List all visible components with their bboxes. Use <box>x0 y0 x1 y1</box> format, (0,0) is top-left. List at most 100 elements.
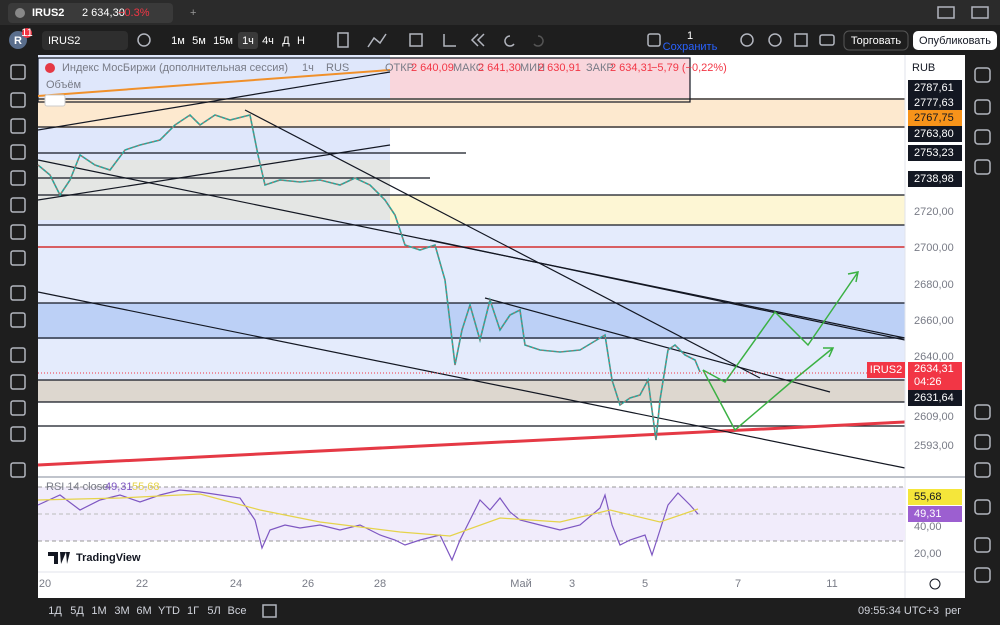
range-button[interactable]: 1Г <box>187 605 199 617</box>
collapse-button[interactable] <box>44 94 66 107</box>
interval-button[interactable]: Н <box>297 35 305 47</box>
level-label: 2753,23 <box>914 147 954 159</box>
tool-icon[interactable] <box>10 285 26 301</box>
axis-settings[interactable] <box>929 578 941 590</box>
widget-icon[interactable] <box>974 434 991 450</box>
tool-icon[interactable] <box>10 170 26 186</box>
redo-icon[interactable] <box>533 35 544 47</box>
rsi-tick-label: 20,00 <box>914 548 942 560</box>
search-icon[interactable] <box>740 33 754 47</box>
widget-icon[interactable] <box>974 129 991 145</box>
interval-button[interactable]: 1ч <box>242 35 254 47</box>
widget-icon[interactable] <box>974 567 991 583</box>
rsi-title: RSI 14 close <box>46 481 108 493</box>
save-button[interactable]: Сохранить <box>663 41 718 53</box>
widget-tools <box>974 67 991 583</box>
tool-icon[interactable] <box>10 118 26 134</box>
range-button[interactable]: 5Л <box>207 605 220 617</box>
tool-icon[interactable] <box>10 347 26 363</box>
tool-icon[interactable] <box>10 92 26 108</box>
session[interactable]: рег <box>945 605 961 617</box>
tool-icon[interactable] <box>10 374 26 390</box>
last-price-box <box>908 362 962 390</box>
settings-icon[interactable] <box>768 33 782 47</box>
bottom-bar <box>0 598 1000 625</box>
time-axis: 20 22 24 26 28 Май 3 5 7 11 <box>39 578 838 590</box>
flag-icon <box>45 63 55 73</box>
tool-icon[interactable] <box>10 462 26 478</box>
candle-type-icon[interactable] <box>337 32 349 48</box>
tool-icon[interactable] <box>10 312 26 328</box>
tool-icon[interactable] <box>10 197 26 213</box>
widget-icon[interactable] <box>974 99 991 115</box>
templates-icon[interactable] <box>409 33 423 47</box>
symbol-tag <box>867 362 905 378</box>
tool-icon[interactable] <box>10 400 26 416</box>
widget-icon[interactable] <box>974 462 991 478</box>
interval-button[interactable]: Д <box>282 35 290 47</box>
range-button[interactable]: 6М <box>136 605 151 617</box>
low-value: 2 630,91 <box>538 62 581 74</box>
time-tick-label: 5 <box>642 578 648 590</box>
new-tab[interactable]: + <box>190 7 196 19</box>
trade-button[interactable] <box>843 30 909 51</box>
low-label: МИН <box>520 62 545 74</box>
calendar-icon[interactable] <box>262 604 277 618</box>
range-button[interactable]: 1Д <box>48 605 62 617</box>
widget-icon[interactable] <box>974 499 991 515</box>
widget-icon[interactable] <box>974 159 991 175</box>
fullscreen-icon[interactable] <box>794 33 808 47</box>
interval-button[interactable]: 5м <box>192 35 206 47</box>
level-box <box>908 171 962 187</box>
range-button[interactable]: YTD <box>158 605 180 617</box>
open-label: ОТКР <box>385 62 414 74</box>
level-box <box>908 145 962 161</box>
widget-icon[interactable] <box>974 67 991 83</box>
alert-icon[interactable] <box>443 34 456 47</box>
tool-icon[interactable] <box>10 426 26 442</box>
snapshot-icon[interactable] <box>819 34 835 46</box>
price-tick-label: 2700,00 <box>914 242 954 254</box>
tool-icon[interactable] <box>10 224 26 240</box>
range-button[interactable]: 5Д <box>70 605 84 617</box>
level-box <box>908 80 962 96</box>
window-icon[interactable] <box>937 6 955 19</box>
range-button[interactable]: Все <box>228 605 247 617</box>
widget-icon[interactable] <box>974 537 991 553</box>
trade-label: Торговать <box>851 35 902 47</box>
change-value: −5,79 (−0,22%) <box>651 62 727 74</box>
publish-label: Опубликовать <box>919 35 991 47</box>
avatar[interactable] <box>9 31 27 49</box>
price-tick-label: 2720,00 <box>914 206 954 218</box>
interval-group: 1м 5м 15м 1ч 4ч Д Н <box>171 32 305 49</box>
indicators-icon[interactable] <box>367 33 387 48</box>
countdown: 04:26 <box>914 376 942 388</box>
level-box <box>908 95 962 111</box>
undo-icon[interactable] <box>504 35 515 47</box>
high-label: МАКС <box>453 62 484 74</box>
range-button[interactable]: 1М <box>91 605 106 617</box>
interval-button[interactable]: 15м <box>213 35 233 47</box>
tool-icon[interactable] <box>10 64 26 80</box>
notification-badge <box>22 28 32 38</box>
tool-icon[interactable] <box>10 250 26 266</box>
interval-button[interactable]: 1м <box>171 35 185 47</box>
tab[interactable] <box>8 3 173 23</box>
replay-icon[interactable] <box>470 33 485 47</box>
compare-icon[interactable] <box>137 33 151 47</box>
range-group: 1Д 5Д 1М 3М 6М YTD 1Г 5Л Все <box>48 605 246 617</box>
scenario-arrows <box>702 271 859 432</box>
widget-icon[interactable] <box>974 404 991 420</box>
last-price: 2634,31 <box>914 363 954 375</box>
time-tick-label: 22 <box>136 578 148 590</box>
layout-icon[interactable] <box>647 33 661 47</box>
window-icon[interactable] <box>971 6 989 19</box>
level-label: 2631,64 <box>914 392 954 404</box>
publish-button[interactable] <box>913 31 997 50</box>
symbol-search[interactable] <box>42 31 128 50</box>
clock: 09:55:34 UTC+3 <box>858 605 939 617</box>
price-tick-label: 2593,00 <box>914 440 954 452</box>
range-button[interactable]: 3М <box>114 605 129 617</box>
tool-icon[interactable] <box>10 144 26 160</box>
interval-button[interactable]: 4ч <box>262 35 274 47</box>
